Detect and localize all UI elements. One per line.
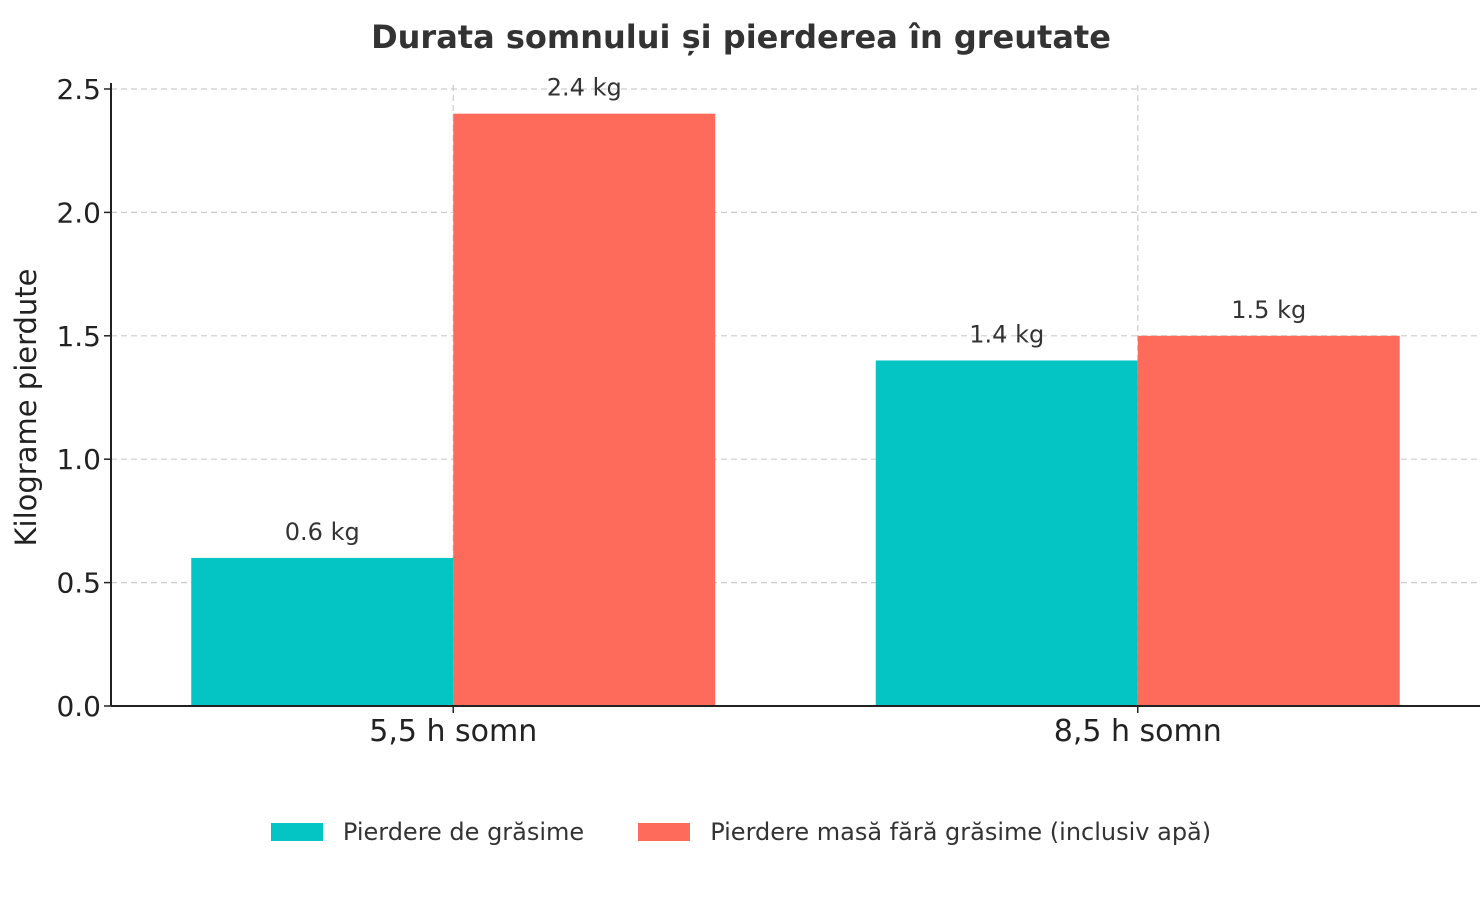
bar-fat-loss <box>191 557 454 706</box>
data-label: 2.4 kg <box>547 74 622 102</box>
legend-item-lean-mass-loss: Pierdere masă fără grăsime (inclusiv apă… <box>638 818 1211 846</box>
y-axis-label: Kilograme pierdute <box>9 268 43 546</box>
legend-item-fat-loss: Pierdere de grăsime <box>270 818 585 846</box>
bar-lean-mass-loss <box>1137 335 1400 706</box>
legend: Pierdere de grăsime Pierdere masă fără g… <box>0 818 1482 846</box>
legend-label-lean-mass-loss: Pierdere masă fără grăsime (inclusiv apă… <box>710 818 1212 846</box>
x-tick-label: 8,5 h somn <box>1054 714 1222 749</box>
chart-title: Durata somnului și pierderea în greutate <box>371 18 1111 56</box>
y-tick-label: 1.0 <box>56 443 101 476</box>
data-label: 0.6 kg <box>285 518 360 546</box>
legend-swatch-lean-mass-loss <box>638 823 691 841</box>
y-tick-label: 0.0 <box>56 690 101 723</box>
data-label: 1.4 kg <box>969 320 1044 348</box>
y-tick-label: 2.0 <box>56 196 101 229</box>
y-tick-label: 1.5 <box>56 320 101 353</box>
y-tick-label: 0.5 <box>56 567 101 600</box>
data-label: 1.5 kg <box>1231 296 1306 324</box>
bar-lean-mass-loss <box>453 113 716 707</box>
legend-label-fat-loss: Pierdere de grăsime <box>342 818 585 846</box>
legend-swatch-fat-loss <box>270 823 323 841</box>
y-tick-label: 2.5 <box>56 73 101 106</box>
bar-fat-loss <box>875 360 1138 706</box>
x-tick-label: 5,5 h somn <box>369 714 537 749</box>
